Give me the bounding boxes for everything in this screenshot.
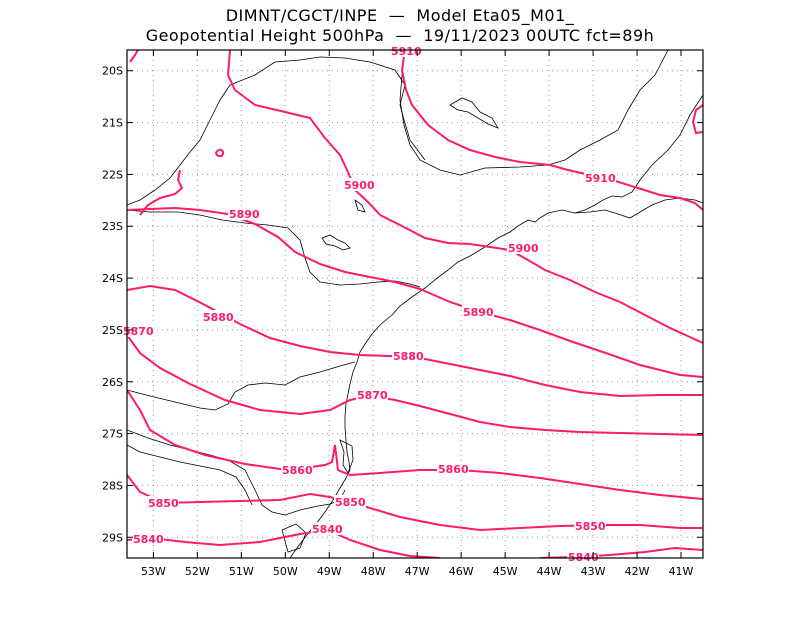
inland-lake-1 <box>321 234 351 251</box>
contour-nw-edge <box>129 50 139 63</box>
lat-tick-label: 24S <box>102 272 123 285</box>
contour-label: 5890 <box>463 306 494 319</box>
lon-tick-label: 47W <box>405 565 430 578</box>
contour-label: 5910 <box>585 172 616 185</box>
contour-5910-west <box>226 50 381 216</box>
coast-inlet <box>339 439 354 474</box>
lon-tick-label: 45W <box>493 565 518 578</box>
state-border-pr-sc <box>127 361 356 411</box>
state-border-ms-sp <box>127 84 231 206</box>
lon-tick-label: 41W <box>669 565 694 578</box>
state-border-sp-pr <box>127 209 421 288</box>
contour-label: 5880 <box>393 350 424 363</box>
contour-label: 5840 <box>133 533 164 546</box>
contour-ne-loop <box>691 104 703 135</box>
lon-tick-label: 52W <box>185 565 210 578</box>
contour-label: 5850 <box>148 497 179 510</box>
lat-tick-label: 20S <box>102 65 123 78</box>
state-border-mg-sp <box>229 56 426 161</box>
lon-tick-label: 51W <box>229 565 254 578</box>
state-border-mg-es <box>399 50 669 176</box>
contour-label: 5850 <box>575 520 606 533</box>
contour-label: 5910 <box>391 45 422 58</box>
map-title-line-1: DIMNT/CGCT/INPE — Model Eta05_M01_ <box>225 6 575 25</box>
contour-5850 <box>127 474 703 532</box>
contour-label: 5900 <box>508 242 539 255</box>
lat-tick-label: 28S <box>102 479 123 492</box>
contour-label: 5900 <box>344 179 375 192</box>
lon-tick-label: 44W <box>537 565 562 578</box>
contour-labels: 5900 5910 5910 5900 5890 5890 5880 5880 … <box>122 45 616 564</box>
contour-5900-nw <box>139 169 184 216</box>
atlantic-coastline <box>289 94 703 558</box>
contour-label: 5890 <box>229 208 260 221</box>
contour-label: 5880 <box>203 311 234 324</box>
contour-5840-east <box>539 546 703 558</box>
inland-lake-3 <box>354 198 366 213</box>
map-frame <box>126 49 704 559</box>
contour-5860 <box>127 389 703 500</box>
lon-tick-label: 48W <box>361 565 386 578</box>
lat-tick-label: 27S <box>102 428 123 441</box>
contour-label: 5860 <box>438 463 469 476</box>
lat-tick-label: 23S <box>102 220 123 233</box>
lat-tick-label: 29S <box>102 531 123 544</box>
lat-tick-label: 21S <box>102 117 123 130</box>
lon-tick-label: 42W <box>625 565 650 578</box>
contour-5880 <box>127 284 703 398</box>
latitude-ticks: 20S 21S 22S 23S 24S 25S 26S 27S 28S 29S <box>102 65 703 544</box>
contour-small-loop <box>214 148 225 158</box>
contour-label: 5840 <box>312 523 343 536</box>
height-contours <box>127 50 703 558</box>
graticule-grid <box>127 50 703 558</box>
rj-coast-detail <box>574 197 703 219</box>
map-title-line-2: Geopotential Height 500hPa — 19/11/2023 … <box>145 26 655 45</box>
contour-label: 5870 <box>123 325 154 338</box>
longitude-ticks: 53W 52W 51W 50W 49W 48W 47W 46W 45W 44W 43W 42W 41W <box>141 50 694 578</box>
contour-label: 5850 <box>335 496 366 509</box>
lagoon <box>281 523 307 553</box>
contour-5910 <box>400 50 703 211</box>
lon-tick-label: 43W <box>581 565 606 578</box>
lat-tick-label: 22S <box>102 168 123 181</box>
contour-label: 5870 <box>357 389 388 402</box>
lon-tick-label: 46W <box>449 565 474 578</box>
lat-tick-label: 25S <box>102 324 123 337</box>
contour-5890 <box>127 206 703 378</box>
lat-tick-label: 26S <box>102 376 123 389</box>
inland-lake-2 <box>449 97 499 129</box>
lon-tick-label: 50W <box>273 565 298 578</box>
contour-5900 <box>379 214 703 344</box>
contour-label: 5860 <box>282 464 313 477</box>
contour-5840 <box>127 528 441 558</box>
lon-tick-label: 49W <box>317 565 342 578</box>
country-border-argentina <box>127 444 253 506</box>
lon-tick-label: 53W <box>141 565 166 578</box>
coastline-borders <box>127 50 703 558</box>
